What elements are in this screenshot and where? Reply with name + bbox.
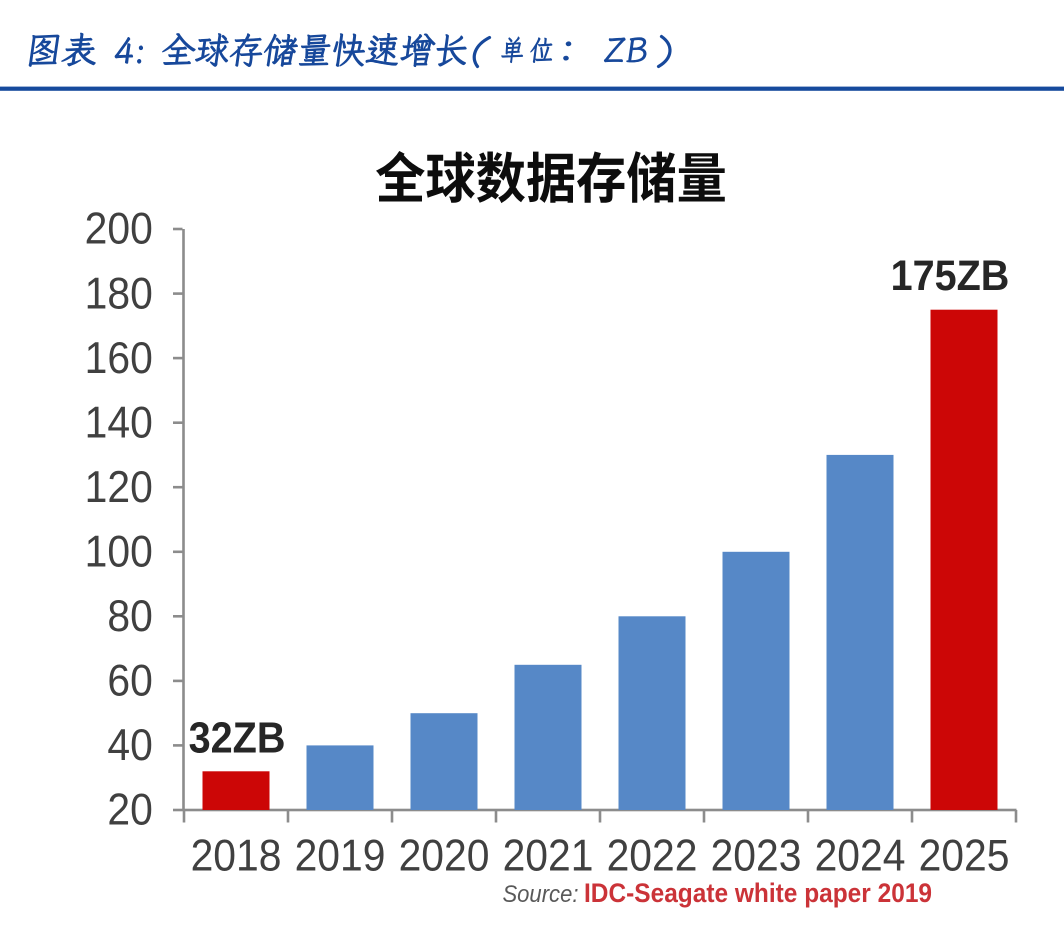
svg-text:180: 180 bbox=[85, 269, 153, 319]
svg-text:32ZB: 32ZB bbox=[189, 713, 286, 762]
svg-text:20: 20 bbox=[107, 785, 152, 835]
svg-text:175ZB: 175ZB bbox=[891, 251, 1010, 299]
svg-text:40: 40 bbox=[107, 721, 152, 771]
svg-text:2021: 2021 bbox=[503, 831, 594, 881]
svg-text:2024: 2024 bbox=[815, 831, 906, 881]
svg-text:2022: 2022 bbox=[607, 831, 698, 881]
svg-text:120: 120 bbox=[85, 462, 153, 512]
svg-text:160: 160 bbox=[85, 333, 153, 383]
svg-text:60: 60 bbox=[107, 656, 152, 706]
svg-text:200: 200 bbox=[85, 204, 153, 254]
svg-text:100: 100 bbox=[85, 527, 153, 577]
svg-text:2020: 2020 bbox=[399, 831, 490, 881]
svg-text:Source:: Source: bbox=[502, 880, 578, 907]
svg-text:2025: 2025 bbox=[919, 831, 1010, 881]
svg-text:2023: 2023 bbox=[711, 831, 802, 881]
svg-text:IDC-Seagate white paper 2019: IDC-Seagate white paper 2019 bbox=[584, 879, 932, 908]
svg-text:80: 80 bbox=[107, 591, 152, 641]
svg-text:2018: 2018 bbox=[191, 831, 282, 881]
svg-text:2019: 2019 bbox=[295, 831, 386, 881]
svg-text:140: 140 bbox=[85, 398, 153, 448]
